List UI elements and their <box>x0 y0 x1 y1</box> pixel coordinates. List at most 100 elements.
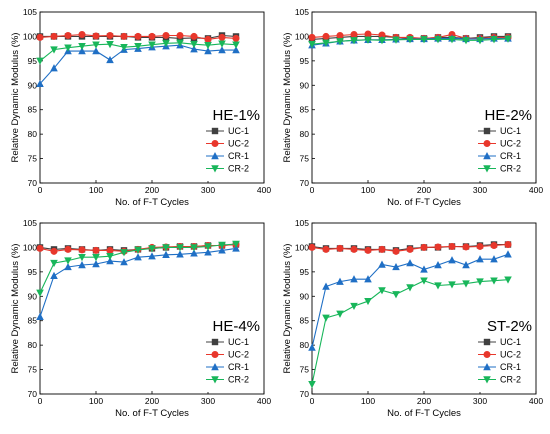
y-tick-label: 95 <box>28 267 38 277</box>
data-point <box>106 41 114 49</box>
legend-entry: CR-1 <box>228 151 249 161</box>
panel-title: HE-1% <box>212 107 260 124</box>
data-point <box>50 64 58 72</box>
series-uc-2 <box>36 30 240 43</box>
legend-marker <box>483 351 491 358</box>
legend-marker <box>483 338 491 346</box>
data-point <box>462 243 470 251</box>
series-uc-2 <box>308 240 512 255</box>
x-tick-label: 200 <box>145 396 159 406</box>
panel-title: HE-4% <box>212 318 260 335</box>
y-tick-label: 85 <box>300 105 310 115</box>
y-tick-label: 80 <box>28 129 38 139</box>
legend-marker <box>211 351 219 358</box>
data-point <box>232 46 240 54</box>
legend-box <box>202 336 262 392</box>
data-point <box>92 32 100 40</box>
data-point <box>504 35 512 43</box>
x-tick-label: 0 <box>310 185 315 195</box>
data-point <box>204 42 212 50</box>
data-point <box>322 245 330 253</box>
data-point <box>50 259 58 268</box>
data-point <box>64 31 72 39</box>
y-axis-label: Relative Dynamic Modulus (%) <box>10 33 21 163</box>
series-cr-2 <box>308 35 512 49</box>
x-axis-label: No. of F-T Cycles <box>387 197 461 208</box>
legend-entry: UC-2 <box>228 350 249 360</box>
data-point <box>490 255 498 263</box>
y-tick-label: 105 <box>23 218 37 228</box>
data-point <box>106 31 114 39</box>
x-tick-label: 400 <box>257 185 271 195</box>
x-axis-label: No. of F-T Cycles <box>387 408 461 419</box>
data-point <box>448 36 456 44</box>
y-tick-label: 70 <box>28 178 38 188</box>
data-point <box>232 240 240 249</box>
y-axis-label: Relative Dynamic Modulus (%) <box>282 244 293 374</box>
y-tick-label: 70 <box>28 389 38 399</box>
legend-entry: UC-1 <box>500 337 521 347</box>
data-point <box>78 47 86 55</box>
y-tick-label: 80 <box>300 340 310 350</box>
data-point <box>490 36 498 44</box>
data-point <box>308 33 316 41</box>
x-tick-label: 300 <box>201 185 215 195</box>
data-point <box>364 275 372 283</box>
data-point <box>232 41 240 49</box>
data-point <box>106 55 114 64</box>
data-point <box>148 245 156 253</box>
data-point <box>350 245 358 253</box>
data-point <box>176 250 184 258</box>
data-point <box>64 262 72 271</box>
data-point <box>336 244 344 252</box>
data-point <box>50 32 58 40</box>
data-point <box>336 310 344 318</box>
data-point <box>378 260 386 268</box>
y-tick-label: 75 <box>300 365 310 375</box>
series-cr-2 <box>36 39 240 65</box>
data-point <box>406 284 414 292</box>
data-point <box>434 36 442 44</box>
data-point <box>232 34 240 42</box>
x-tick-label: 300 <box>473 185 487 195</box>
data-point <box>148 32 156 40</box>
data-point <box>462 37 470 45</box>
data-point <box>448 242 456 250</box>
y-tick-label: 100 <box>295 242 309 252</box>
y-tick-label: 75 <box>300 154 310 164</box>
data-point <box>106 253 114 261</box>
y-tick-label: 90 <box>300 80 310 90</box>
x-tick-label: 400 <box>529 396 543 406</box>
x-tick-label: 100 <box>361 396 375 406</box>
data-point <box>490 241 498 249</box>
y-axis-label: Relative Dynamic Modulus (%) <box>10 244 21 374</box>
data-point <box>134 32 142 40</box>
legend-marker <box>483 165 491 173</box>
data-point <box>434 261 442 269</box>
data-point <box>36 244 44 252</box>
data-point <box>106 246 114 254</box>
data-point <box>120 258 128 266</box>
x-tick-label: 100 <box>361 185 375 195</box>
data-point <box>120 32 128 40</box>
legend-marker <box>483 363 491 371</box>
y-tick-label: 100 <box>295 31 309 41</box>
data-point <box>204 47 212 55</box>
data-point <box>176 31 184 39</box>
data-point <box>308 343 316 351</box>
legend-box <box>202 125 262 181</box>
y-tick-label: 95 <box>300 267 310 277</box>
legend: UC-1 UC-2 CR-1 CR-2 <box>474 336 534 392</box>
data-point <box>120 43 128 52</box>
data-point <box>448 256 456 264</box>
data-point <box>378 31 386 39</box>
data-point <box>336 31 344 39</box>
legend-entry: UC-2 <box>500 139 521 149</box>
legend-marker <box>211 152 219 160</box>
data-point <box>190 41 198 49</box>
data-point <box>462 280 470 288</box>
data-point <box>36 289 44 297</box>
legend-entry: UC-2 <box>500 350 521 360</box>
x-axis-label: No. of F-T Cycles <box>115 197 189 208</box>
data-point <box>392 247 400 255</box>
